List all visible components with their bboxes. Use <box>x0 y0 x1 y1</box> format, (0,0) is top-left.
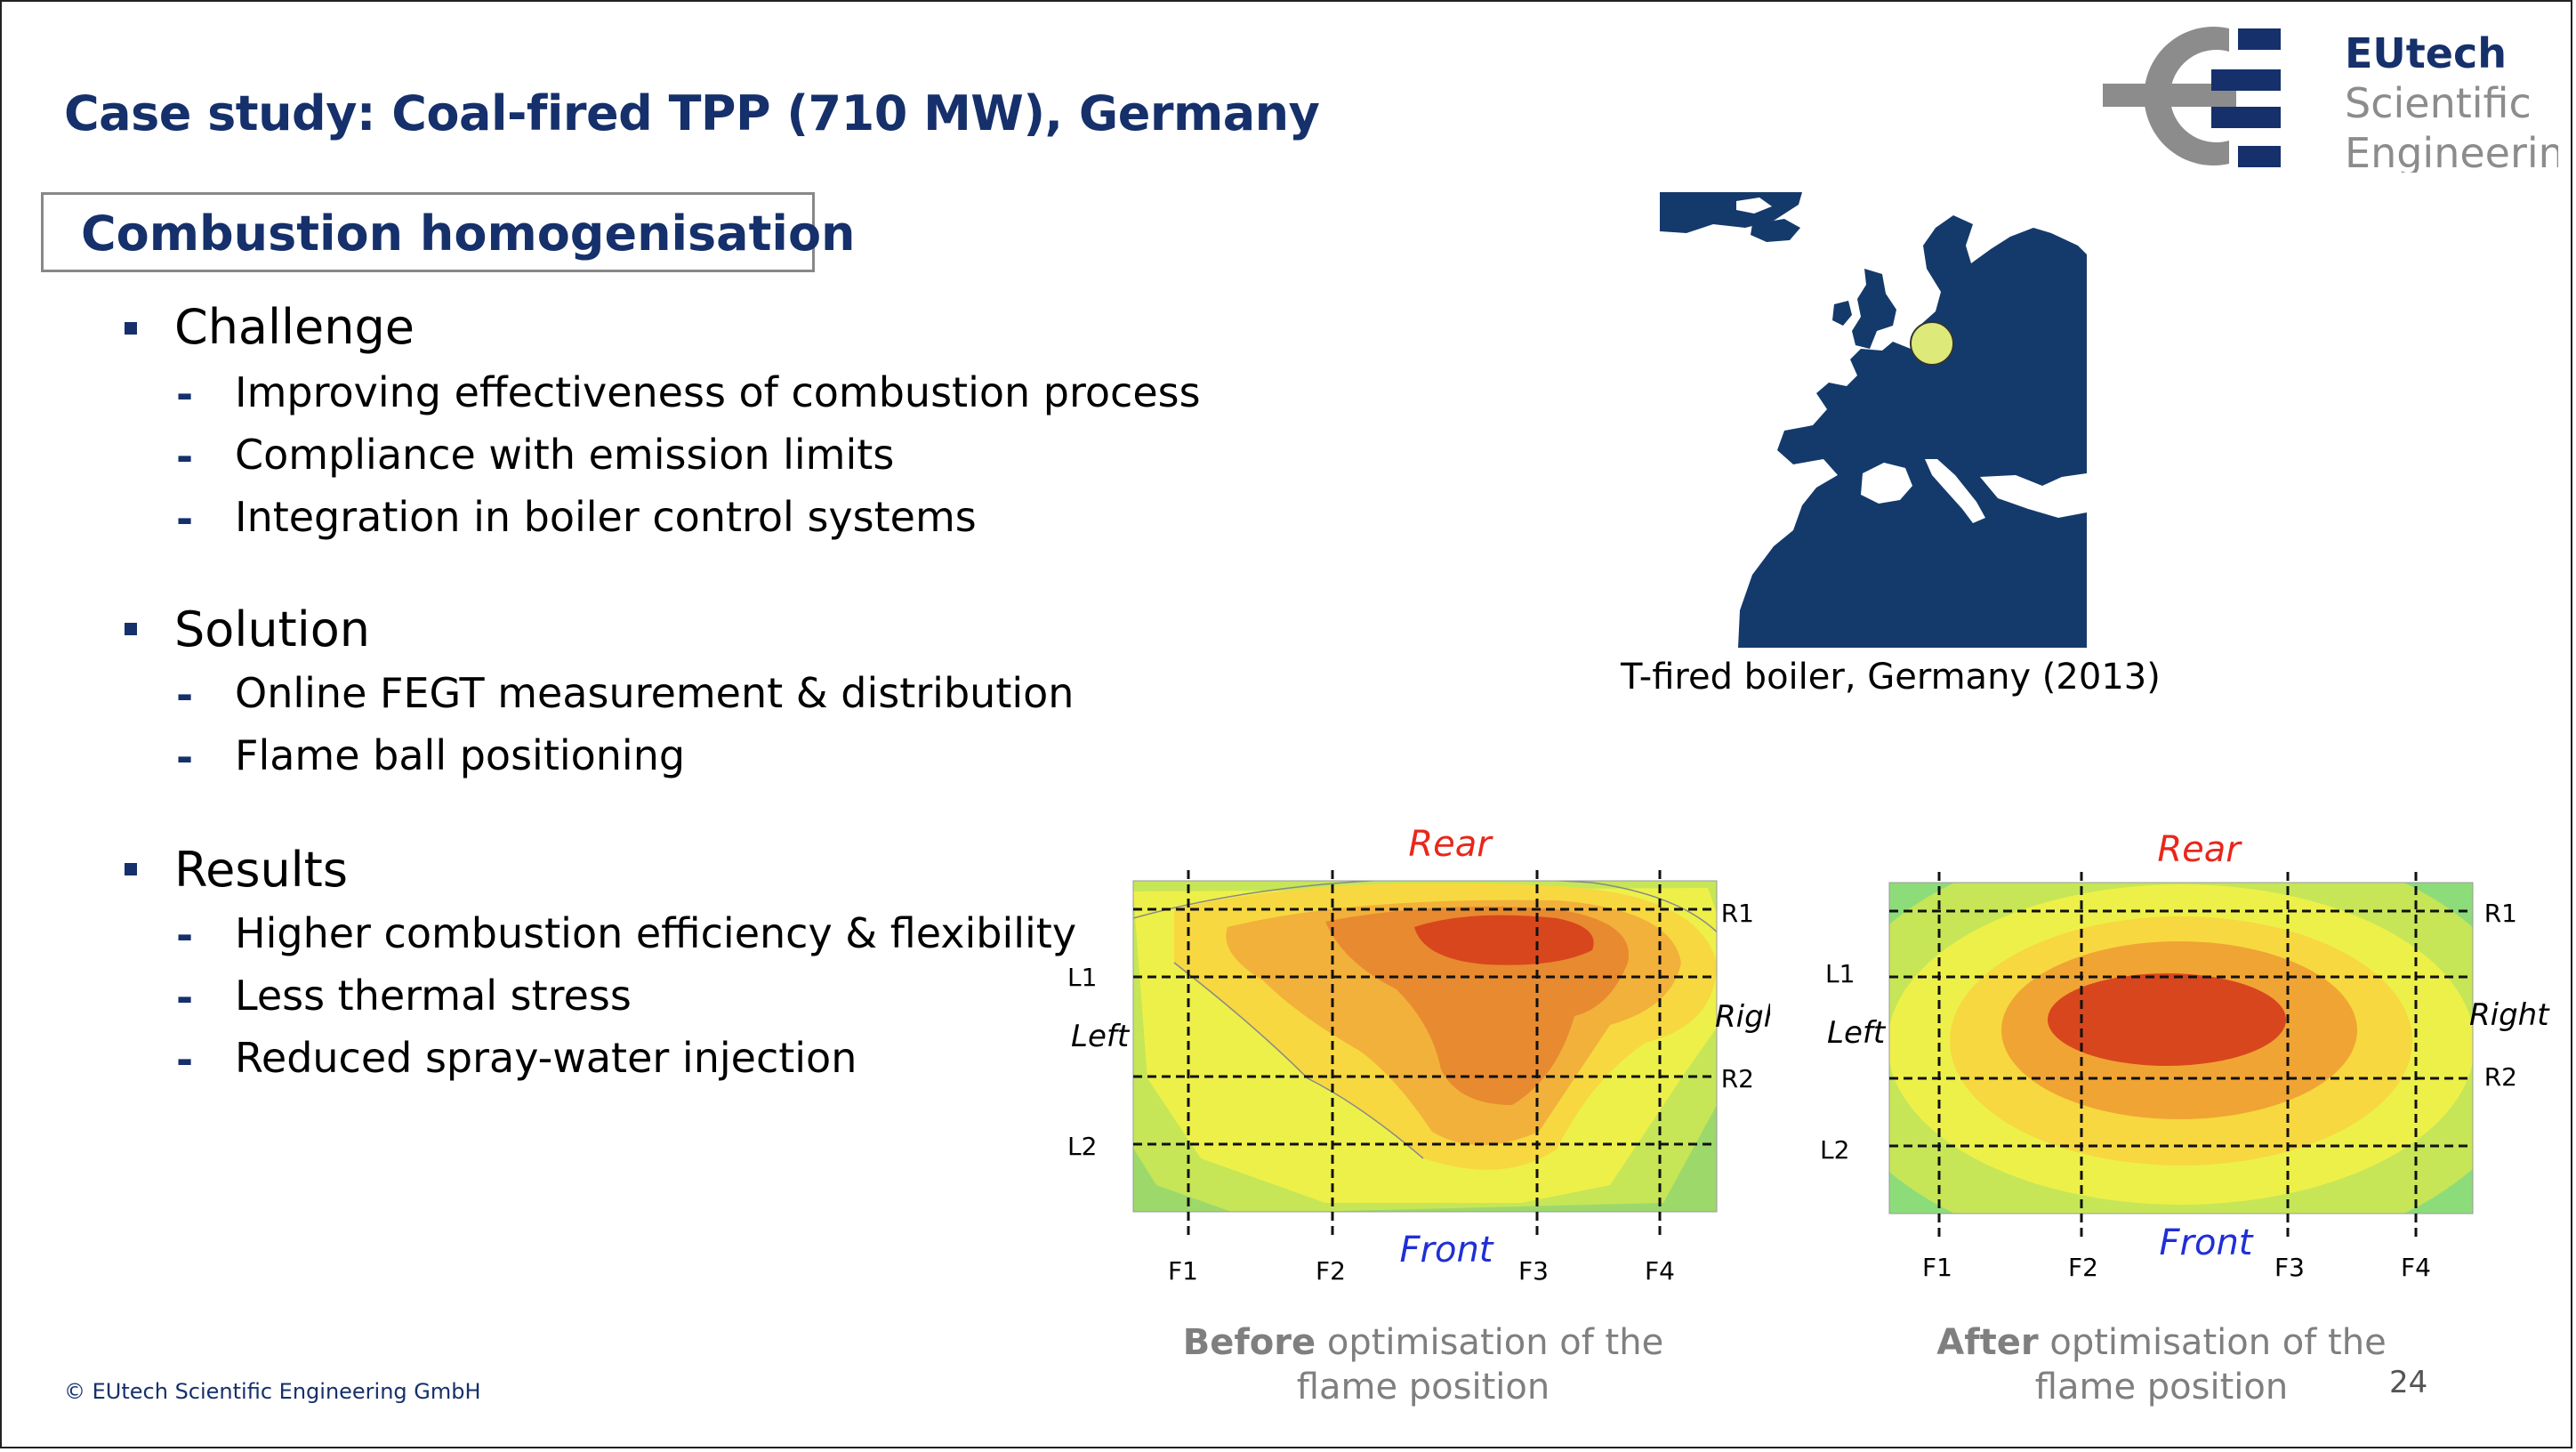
f3-label: F3 <box>2274 1253 2305 1282</box>
l1-label: L1 <box>1067 963 1097 992</box>
right-label: Right <box>1715 999 1770 1035</box>
section-heading-box: Combustion homogenisation <box>41 192 856 272</box>
solution-item-1: Online FEGT measurement & distribution <box>235 669 1075 717</box>
bullet-marker <box>125 623 137 635</box>
results-item-2: Less thermal stress <box>235 972 632 1020</box>
right-label: Right <box>2469 997 2550 1033</box>
l2-label: L2 <box>1067 1132 1097 1161</box>
after-caption-rest: optimisation of the <box>2038 1322 2387 1363</box>
r2-label: R2 <box>2484 1062 2517 1092</box>
section-label-challenge: Challenge <box>174 299 415 355</box>
section-label-results: Results <box>174 842 348 898</box>
before-caption: Before optimisation of the flame positio… <box>1121 1320 1726 1409</box>
before-heatmap: Rear Front Left Right R1 R2 L1 L2 F1 F2 … <box>1059 811 1796 1292</box>
challenge-item-2: Compliance with emission limits <box>235 431 895 479</box>
r2-label: R2 <box>1721 1064 1754 1093</box>
after-caption-bold: After <box>1936 1322 2039 1363</box>
challenge-item-1: Improving effectiveness of combustion pr… <box>235 368 1201 416</box>
logo-line3: Engineering <box>2345 129 2558 173</box>
europe-map <box>1660 192 2087 648</box>
dash-marker: - <box>176 911 194 959</box>
results-item-1: Higher combustion efficiency & flexibili… <box>235 909 1077 957</box>
slide-title: Case study: Coal-fired TPP (710 MW), Ger… <box>64 85 1320 141</box>
rear-label: Rear <box>2157 829 2242 870</box>
left-label: Left <box>1071 1019 1131 1054</box>
solution-item-2: Flame ball positioning <box>235 731 686 779</box>
left-label: Left <box>1827 1015 1887 1051</box>
results-item-3: Reduced spray-water injection <box>235 1034 857 1082</box>
l2-label: L2 <box>1820 1135 1849 1165</box>
f2-label: F2 <box>2068 1253 2098 1282</box>
bullet-marker <box>125 322 137 335</box>
f4-label: F4 <box>2401 1253 2431 1282</box>
eutech-logo: EUtech Scientific Engineering <box>2096 21 2576 177</box>
l1-label: L1 <box>1825 959 1855 988</box>
challenge-item-3: Integration in boiler control systems <box>235 493 977 541</box>
page-number: 24 <box>2389 1365 2428 1400</box>
dash-marker: - <box>176 671 194 719</box>
map-caption: T-fired boiler, Germany (2013) <box>1621 657 2161 698</box>
f1-label: F1 <box>1922 1253 1952 1282</box>
dash-marker: - <box>176 495 194 543</box>
footer-copyright: © EUtech Scientific Engineering GmbH <box>64 1379 481 1404</box>
before-caption-rest: optimisation of the <box>1316 1322 1664 1363</box>
front-label: Front <box>1400 1230 1494 1270</box>
dash-marker: - <box>176 733 194 781</box>
f4-label: F4 <box>1645 1256 1675 1286</box>
logo-line1: EUtech <box>2345 29 2507 77</box>
section-heading: Combustion homogenisation <box>81 206 856 262</box>
f1-label: F1 <box>1168 1256 1198 1286</box>
logo-emblem: EUtech Scientific Engineering <box>2103 27 2576 177</box>
bullet-marker <box>125 863 137 875</box>
logo-line2: Scientific <box>2345 79 2532 127</box>
rear-label: Rear <box>1408 824 1493 865</box>
after-caption: After optimisation of the flame position <box>1859 1320 2464 1409</box>
after-heatmap: Rear Front Left Right R1 R2 L1 L2 F1 F2 … <box>1815 817 2562 1292</box>
dash-marker: - <box>176 973 194 1021</box>
section-label-solution: Solution <box>174 601 370 657</box>
location-marker <box>1910 321 1954 366</box>
r1-label: R1 <box>2484 899 2517 928</box>
dash-marker: - <box>176 1036 194 1084</box>
r1-label: R1 <box>1721 899 1754 928</box>
f3-label: F3 <box>1518 1256 1549 1286</box>
before-caption-line2: flame position <box>1296 1367 1550 1408</box>
front-label: Front <box>2160 1222 2254 1263</box>
dash-marker: - <box>176 432 194 480</box>
dash-marker: - <box>176 370 194 418</box>
before-caption-bold: Before <box>1182 1322 1316 1363</box>
f2-label: F2 <box>1316 1256 1346 1286</box>
after-caption-line2: flame position <box>2034 1367 2289 1408</box>
